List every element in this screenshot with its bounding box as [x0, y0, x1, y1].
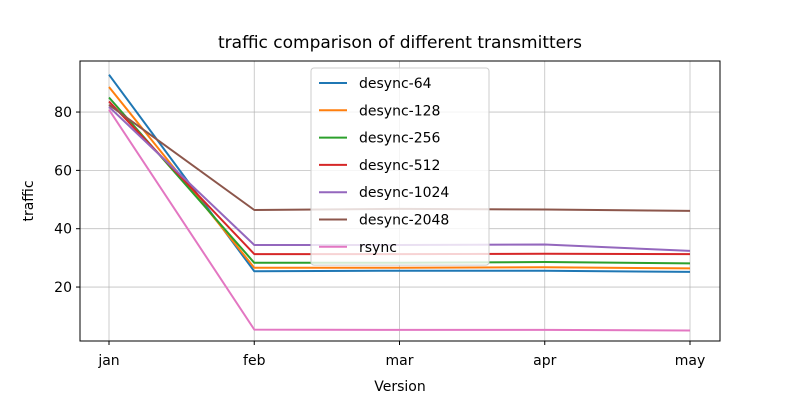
y-axis: 20 40 60 80: [54, 105, 80, 296]
legend: desync-64 desync-128 desync-256 desync-512 d…: [310, 67, 490, 266]
x-axis-label: Version: [374, 379, 425, 395]
legend-label: rsync: [359, 240, 397, 256]
x-tick-label: mar: [386, 353, 414, 369]
legend-label: desync-128: [359, 103, 440, 119]
chart-title: traffic comparison of different transmit…: [218, 33, 582, 53]
y-tick-label: 40: [54, 222, 72, 238]
x-tick-label: apr: [533, 353, 556, 369]
y-axis-label: traffic: [21, 180, 37, 221]
x-tick-label: may: [675, 353, 706, 369]
legend-label: desync-2048: [359, 213, 449, 229]
x-axis: jan feb mar apr may: [97, 341, 705, 369]
series-line-desync-64: [108, 74, 691, 273]
legend-label: desync-1024: [359, 185, 449, 201]
x-tick-label: feb: [243, 353, 266, 369]
y-tick-label: 60: [54, 163, 72, 179]
x-tick-label: jan: [97, 353, 119, 369]
series-line-rsync: [108, 109, 691, 332]
y-tick-label: 80: [54, 105, 72, 121]
legend-label: desync-512: [359, 158, 440, 174]
legend-label: desync-256: [359, 131, 441, 147]
legend-label: desync-64: [359, 76, 432, 92]
y-tick-label: 20: [54, 280, 72, 296]
legend-box: [310, 67, 490, 266]
